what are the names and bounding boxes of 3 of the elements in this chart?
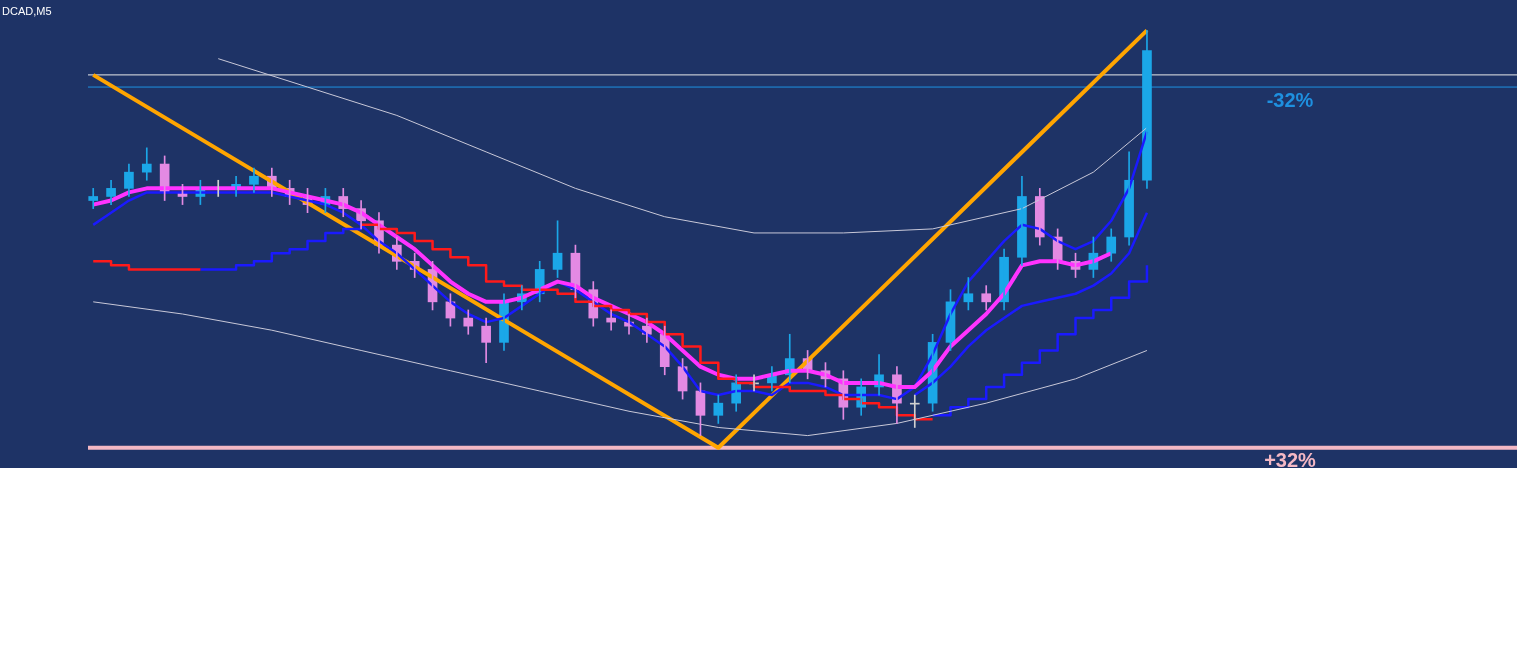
text: +32% xyxy=(1264,449,1317,472)
chart-title: DCAD,M5 xyxy=(2,4,52,17)
text: -32% xyxy=(1266,88,1314,111)
